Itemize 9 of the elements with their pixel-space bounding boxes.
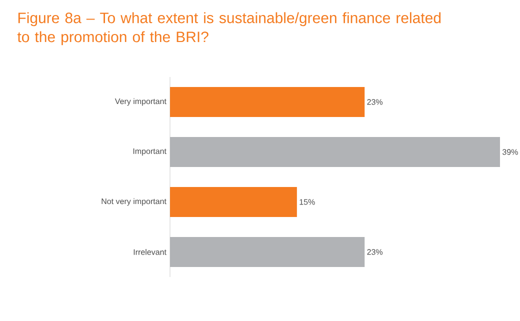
chart-title: Figure 8a – To what extent is sustainable/green finance related to the promotion of the BRI? [17,12,441,46]
y-tick-label: Irrelevant [134,249,166,255]
data-label: 23% [367,249,383,255]
y-tick-label: Important [133,148,166,156]
data-label: 23% [367,99,383,105]
y-tick-label: Not very important [102,198,166,206]
y-tick-label: Very important [114,98,166,106]
data-label: 39% [502,149,518,155]
data-label: 15% [300,199,315,205]
